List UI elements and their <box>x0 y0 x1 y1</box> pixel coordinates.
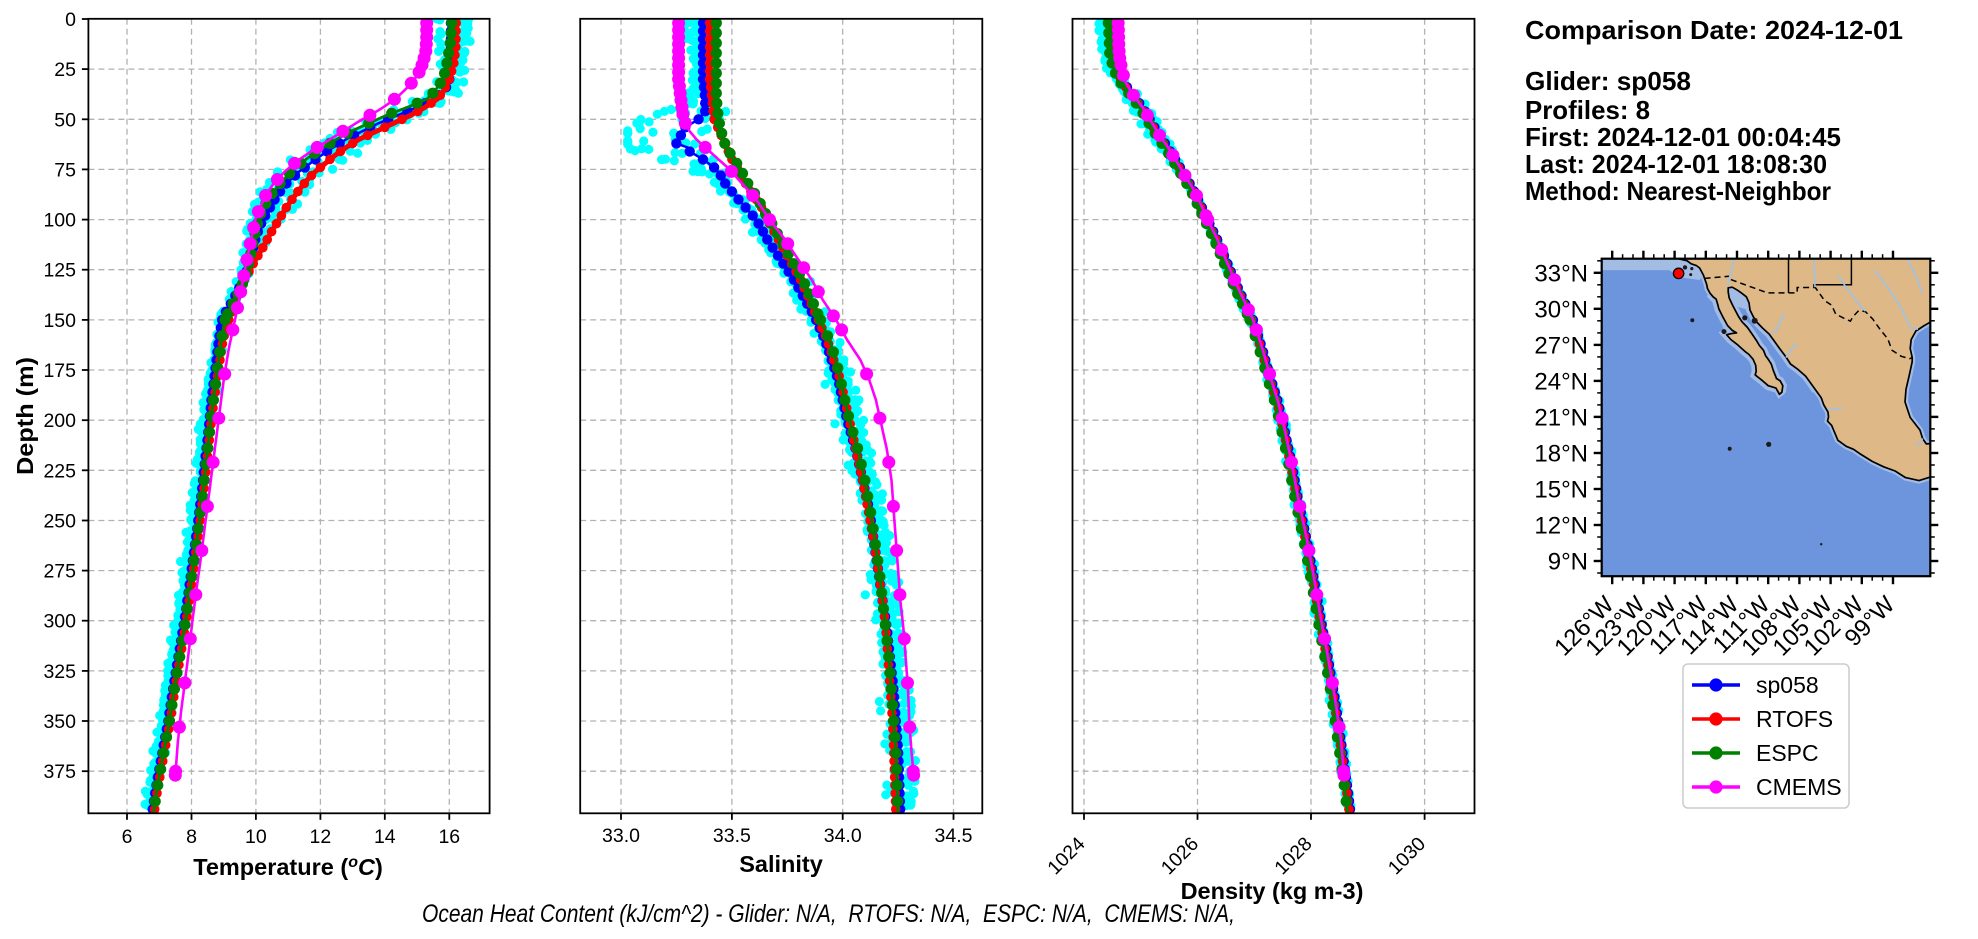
svg-text:300: 300 <box>43 611 76 633</box>
svg-text:27°N: 27°N <box>1534 332 1588 359</box>
svg-text:225: 225 <box>43 460 76 482</box>
svg-text:275: 275 <box>43 561 76 583</box>
svg-text:375: 375 <box>43 761 76 783</box>
svg-text:12: 12 <box>310 826 332 848</box>
svg-text:18°N: 18°N <box>1534 441 1588 468</box>
svg-text:0: 0 <box>65 9 76 31</box>
svg-text:Comparison Date: 2024-12-01: Comparison Date: 2024-12-01 <box>1525 15 1903 45</box>
svg-text:33.5: 33.5 <box>713 825 751 847</box>
svg-text:21°N: 21°N <box>1534 404 1588 431</box>
svg-text:33.0: 33.0 <box>602 825 640 847</box>
svg-text:First: 2024-12-01 00:04:45: First: 2024-12-01 00:04:45 <box>1525 122 1841 152</box>
svg-text:RTOFS: RTOFS <box>1756 706 1833 732</box>
svg-text:75: 75 <box>54 159 76 181</box>
svg-text:30°N: 30°N <box>1534 296 1588 323</box>
svg-text:8: 8 <box>186 826 197 848</box>
svg-text:CMEMS: CMEMS <box>1756 774 1842 800</box>
svg-text:ESPC: ESPC <box>1756 740 1819 766</box>
svg-text:16: 16 <box>438 826 460 848</box>
svg-text:Last: 2024-12-01 18:08:30: Last: 2024-12-01 18:08:30 <box>1525 149 1827 179</box>
svg-text:Salinity: Salinity <box>739 851 823 877</box>
svg-text:350: 350 <box>43 711 76 733</box>
svg-text:Method: Nearest-Neighbor: Method: Nearest-Neighbor <box>1525 176 1831 206</box>
svg-text:175: 175 <box>43 360 76 382</box>
svg-text:200: 200 <box>43 410 76 432</box>
svg-text:9°N: 9°N <box>1548 549 1588 576</box>
svg-text:33°N: 33°N <box>1534 260 1588 287</box>
svg-text:24°N: 24°N <box>1534 368 1588 395</box>
svg-text:15°N: 15°N <box>1534 477 1588 504</box>
svg-text:Ocean Heat Content (kJ/cm^2) -: Ocean Heat Content (kJ/cm^2) - Glider: N… <box>422 900 1235 928</box>
svg-text:12°N: 12°N <box>1534 513 1588 540</box>
svg-text:14: 14 <box>374 826 396 848</box>
svg-text:25: 25 <box>54 59 76 81</box>
svg-text:Profiles: 8: Profiles: 8 <box>1525 95 1650 125</box>
svg-text:325: 325 <box>43 661 76 683</box>
svg-text:10: 10 <box>245 826 267 848</box>
svg-text:125: 125 <box>43 260 76 282</box>
svg-text:50: 50 <box>54 109 76 131</box>
svg-text:sp058: sp058 <box>1756 672 1819 698</box>
svg-text:Density (kg m-3): Density (kg m-3) <box>1181 878 1364 904</box>
svg-text:Depth (m): Depth (m) <box>12 357 38 475</box>
svg-text:150: 150 <box>43 310 76 332</box>
svg-text:6: 6 <box>122 826 133 848</box>
svg-text:100: 100 <box>43 210 76 232</box>
svg-text:34.5: 34.5 <box>935 825 973 847</box>
svg-text:34.0: 34.0 <box>824 825 862 847</box>
svg-text:Glider: sp058: Glider: sp058 <box>1525 66 1691 96</box>
svg-text:250: 250 <box>43 511 76 533</box>
